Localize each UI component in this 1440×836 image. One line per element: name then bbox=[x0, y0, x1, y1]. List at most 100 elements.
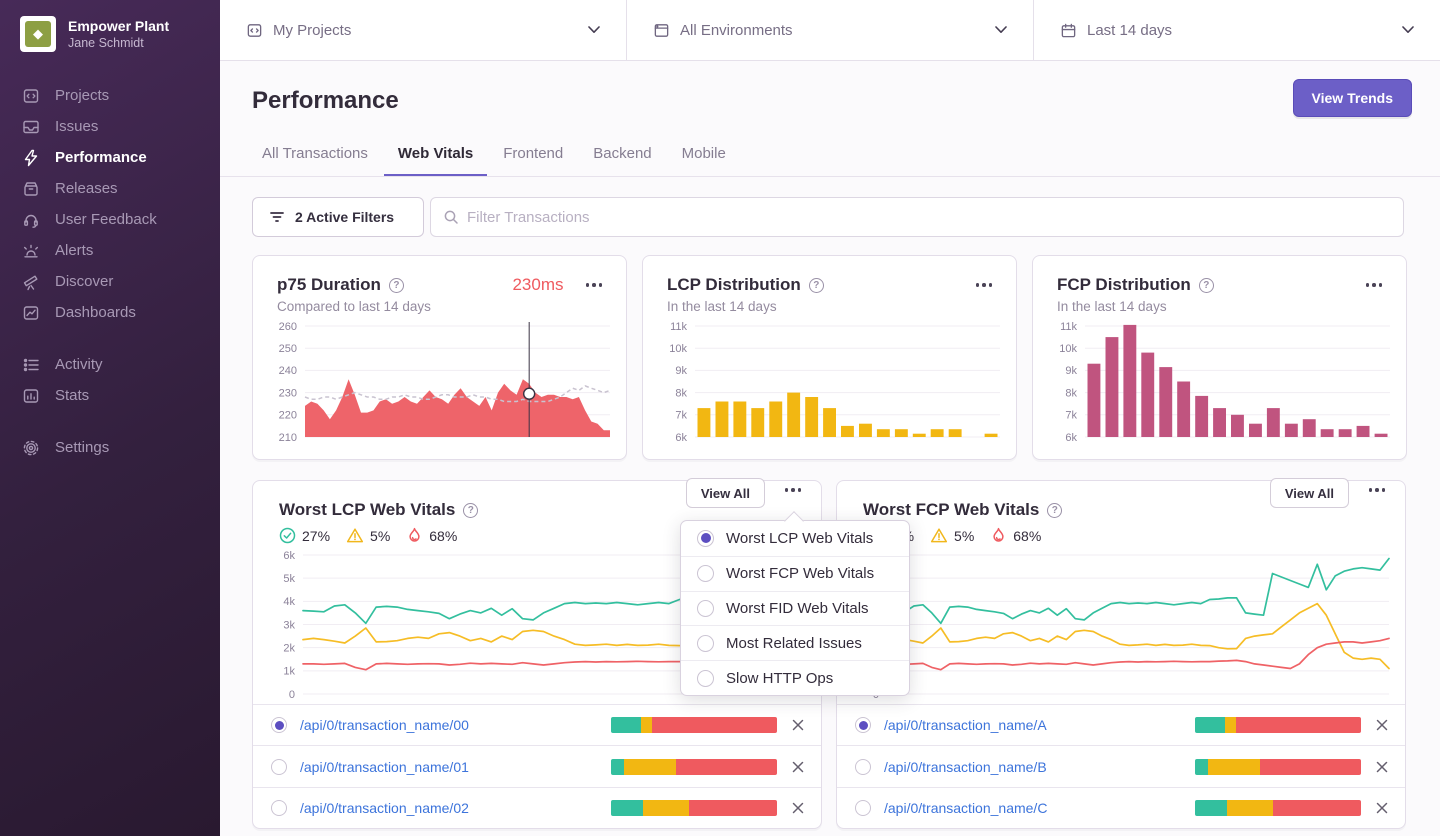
transaction-link[interactable]: /api/0/transaction_name/01 bbox=[300, 759, 469, 775]
menu-item-most-related-issues[interactable]: Most Related Issues bbox=[681, 625, 909, 660]
transaction-link[interactable]: /api/0/transaction_name/C bbox=[884, 800, 1047, 816]
view-all-button[interactable]: View All bbox=[686, 478, 765, 508]
close-icon[interactable] bbox=[1375, 760, 1389, 774]
sidebar-item-activity[interactable]: Activity bbox=[0, 349, 220, 380]
org-switcher[interactable]: ◆ Empower Plant Jane Schmidt bbox=[0, 0, 220, 66]
svg-text:4k: 4k bbox=[283, 596, 295, 608]
tab-backend[interactable]: Backend bbox=[579, 140, 665, 177]
active-filters-button[interactable]: 2 Active Filters bbox=[252, 197, 424, 237]
activity-list-icon bbox=[22, 356, 40, 374]
menu-item-worst-lcp[interactable]: Worst LCP Web Vitals bbox=[681, 521, 909, 556]
card-title: Worst LCP Web Vitals bbox=[279, 500, 455, 520]
help-icon[interactable]: ? bbox=[1199, 278, 1214, 293]
svg-text:10k: 10k bbox=[1059, 343, 1077, 355]
radio-icon[interactable] bbox=[271, 717, 287, 733]
vitals-bar bbox=[611, 800, 777, 816]
card-title: FCP Distribution bbox=[1057, 275, 1191, 295]
tab-web-vitals[interactable]: Web Vitals bbox=[384, 140, 487, 177]
sidebar-item-projects[interactable]: Projects bbox=[0, 80, 220, 111]
svg-text:3k: 3k bbox=[283, 619, 295, 631]
vitals-summary: 27% 5% 68% bbox=[837, 520, 1405, 544]
main-content: Performance View Trends All Transactions… bbox=[220, 61, 1440, 836]
date-range-selector[interactable]: Last 14 days bbox=[1033, 0, 1440, 60]
vitals-type-menu: Worst LCP Web Vitals Worst FCP Web Vital… bbox=[680, 520, 910, 696]
sidebar-item-alerts[interactable]: Alerts bbox=[0, 235, 220, 266]
transaction-list: /api/0/transaction_name/A /api/0/transac… bbox=[837, 704, 1405, 828]
sidebar-item-dashboards[interactable]: Dashboards bbox=[0, 297, 220, 328]
worst-fcp-line-chart: 6k5k4k3k2k1k0 bbox=[851, 547, 1393, 702]
sidebar-item-releases[interactable]: Releases bbox=[0, 173, 220, 204]
table-row: /api/0/transaction_name/00 bbox=[253, 704, 821, 745]
sidebar-item-user-feedback[interactable]: User Feedback bbox=[0, 204, 220, 235]
transaction-search bbox=[430, 197, 1404, 237]
transaction-link[interactable]: /api/0/transaction_name/B bbox=[884, 759, 1047, 775]
menu-item-worst-fcp[interactable]: Worst FCP Web Vitals bbox=[681, 556, 909, 591]
p75-value: 230ms bbox=[512, 275, 563, 295]
transaction-link[interactable]: /api/0/transaction_name/02 bbox=[300, 800, 469, 816]
close-icon[interactable] bbox=[1375, 801, 1389, 815]
transaction-list: /api/0/transaction_name/00 /api/0/transa… bbox=[253, 704, 821, 828]
svg-text:7k: 7k bbox=[1065, 410, 1077, 422]
overflow-menu-icon[interactable] bbox=[1367, 484, 1388, 496]
lcp-histogram-chart: 11k10k9k8k7k6k bbox=[655, 318, 1004, 445]
project-selector[interactable]: My Projects bbox=[220, 0, 626, 60]
svg-text:9k: 9k bbox=[675, 365, 687, 377]
help-icon[interactable]: ? bbox=[389, 278, 404, 293]
help-icon[interactable]: ? bbox=[809, 278, 824, 293]
radio-icon bbox=[697, 600, 714, 617]
gear-icon bbox=[22, 439, 40, 457]
tab-all-transactions[interactable]: All Transactions bbox=[248, 140, 382, 177]
overflow-menu-icon[interactable] bbox=[974, 279, 995, 291]
help-icon[interactable]: ? bbox=[463, 503, 478, 518]
issues-icon bbox=[22, 118, 40, 136]
close-icon[interactable] bbox=[791, 718, 805, 732]
menu-item-slow-http-ops[interactable]: Slow HTTP Ops bbox=[681, 660, 909, 695]
transaction-link[interactable]: /api/0/transaction_name/00 bbox=[300, 717, 469, 733]
close-icon[interactable] bbox=[1375, 718, 1389, 732]
search-input[interactable] bbox=[467, 209, 1391, 226]
radio-icon[interactable] bbox=[271, 759, 287, 775]
chevron-down-icon bbox=[1402, 26, 1414, 34]
radio-icon[interactable] bbox=[855, 717, 871, 733]
sidebar-item-performance[interactable]: Performance bbox=[0, 142, 220, 173]
siren-icon bbox=[22, 242, 40, 260]
menu-item-worst-fid[interactable]: Worst FID Web Vitals bbox=[681, 591, 909, 626]
view-all-button[interactable]: View All bbox=[1270, 478, 1349, 508]
sidebar: ◆ Empower Plant Jane Schmidt Projects Is… bbox=[0, 0, 220, 836]
radio-icon[interactable] bbox=[855, 800, 871, 816]
headset-icon bbox=[22, 211, 40, 229]
tab-frontend[interactable]: Frontend bbox=[489, 140, 577, 177]
radio-icon[interactable] bbox=[855, 759, 871, 775]
svg-text:260: 260 bbox=[279, 321, 297, 333]
environment-selector[interactable]: All Environments bbox=[626, 0, 1033, 60]
overflow-menu-icon[interactable] bbox=[584, 279, 605, 291]
svg-text:1k: 1k bbox=[283, 666, 295, 678]
view-trends-button[interactable]: View Trends bbox=[1293, 79, 1412, 117]
svg-text:220: 220 bbox=[279, 410, 297, 422]
org-name: Empower Plant bbox=[68, 18, 169, 36]
sidebar-item-settings[interactable]: Settings bbox=[0, 432, 220, 463]
table-row: /api/0/transaction_name/01 bbox=[253, 745, 821, 786]
radio-selected-icon bbox=[697, 530, 714, 547]
close-icon[interactable] bbox=[791, 760, 805, 774]
help-icon[interactable]: ? bbox=[1047, 503, 1062, 518]
svg-text:240: 240 bbox=[279, 365, 297, 377]
stats-icon bbox=[22, 387, 40, 405]
svg-text:210: 210 bbox=[279, 432, 297, 444]
overflow-menu-icon[interactable] bbox=[1364, 279, 1385, 291]
overflow-menu-icon[interactable] bbox=[783, 484, 804, 496]
close-icon[interactable] bbox=[791, 801, 805, 815]
lcp-distribution-card: LCP Distribution ? In the last 14 days 1… bbox=[642, 255, 1017, 460]
warning-triangle-icon bbox=[346, 527, 364, 544]
projects-icon bbox=[246, 22, 263, 39]
sidebar-item-issues[interactable]: Issues bbox=[0, 111, 220, 142]
transaction-link[interactable]: /api/0/transaction_name/A bbox=[884, 717, 1047, 733]
vitals-bar bbox=[1195, 800, 1361, 816]
sidebar-item-discover[interactable]: Discover bbox=[0, 266, 220, 297]
tab-mobile[interactable]: Mobile bbox=[668, 140, 740, 177]
vitals-bar bbox=[611, 759, 777, 775]
user-name: Jane Schmidt bbox=[68, 36, 169, 50]
sidebar-item-stats[interactable]: Stats bbox=[0, 380, 220, 411]
radio-icon[interactable] bbox=[271, 800, 287, 816]
page-title: Performance bbox=[252, 87, 399, 115]
